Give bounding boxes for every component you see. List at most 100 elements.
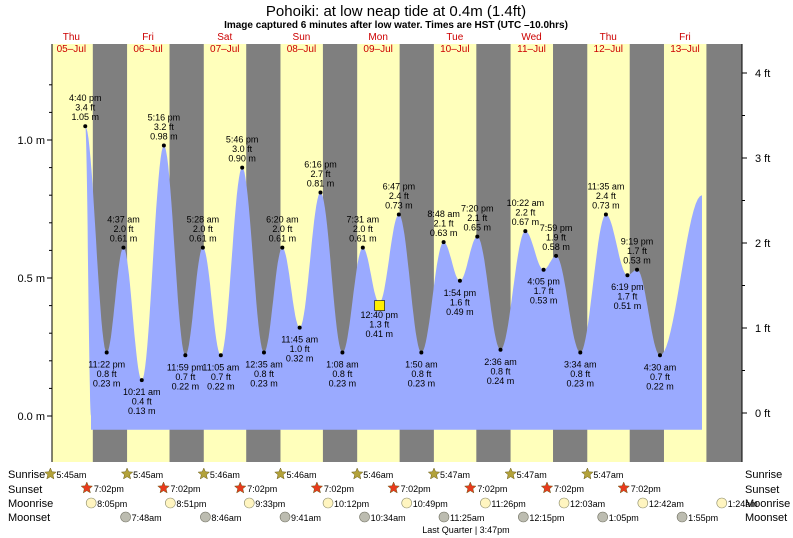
moonrise-icon: [165, 497, 176, 509]
chart-title: Pohoiki: at low neap tide at 0.4m (1.4ft…: [266, 3, 526, 20]
tide-label-mlabel: 0.13 m: [128, 406, 156, 416]
daylight-band: [52, 44, 93, 462]
tide-point: [523, 229, 528, 234]
tide-point: [218, 353, 223, 358]
sunrise-time: 5:46am: [363, 470, 393, 480]
tide-point: [441, 240, 446, 245]
moonrise-row-label-right: Moonrise: [745, 498, 790, 510]
sunset-time: 7:02pm: [171, 484, 201, 494]
tide-point: [261, 350, 266, 355]
tide-point: [200, 245, 205, 250]
tide-label-ft: 2.4 ft: [389, 191, 410, 201]
moonset-row-label-right: Moonset: [745, 512, 787, 524]
tide-area: [85, 126, 703, 430]
tide-label-ft: 2.0 ft: [272, 224, 293, 234]
moonset-icon: [200, 511, 211, 523]
sunset-row-label-left: Sunset: [8, 484, 42, 496]
left-axis-tick-label: 1.0 m: [17, 135, 45, 147]
moonrise-time: 10:12pm: [334, 499, 369, 509]
moonrise-time: 8:05pm: [97, 499, 127, 509]
tide-label-mlabel: 0.67 m: [512, 217, 540, 227]
left-axis-tick-label: 0.5 m: [17, 273, 45, 285]
sunrise-icon: [350, 467, 364, 480]
tide-point: [396, 212, 401, 217]
tide-label-mlabel: 0.73 m: [592, 201, 620, 211]
right-axis-tick-label: 4 ft: [755, 68, 770, 80]
tide-label-mlabel: 0.90 m: [228, 154, 256, 164]
sunrise-time: 5:45am: [133, 470, 163, 480]
tide-point: [340, 350, 345, 355]
sun-moon-events: 5:45am 5:45am 5:46am 5:46am 5:46am 5:47am 5:47…: [44, 467, 758, 523]
moonrise-time: 12:03am: [570, 499, 605, 509]
tide-point: [360, 245, 365, 250]
sunrise-icon: [197, 467, 211, 480]
right-axis-tick-label: 0 ft: [755, 408, 770, 420]
tide-label-ft: 0.8 ft: [97, 369, 118, 379]
tide-label-time: 11:45 am: [281, 335, 318, 345]
sunset-time: 7:02pm: [247, 484, 277, 494]
tide-point: [104, 350, 109, 355]
tide-point: [121, 245, 126, 250]
tide-label-mlabel: 0.61 m: [349, 234, 377, 244]
tide-point: [498, 347, 503, 352]
tide-label-mlabel: 0.23 m: [250, 379, 278, 389]
day-date-label: 08–Jul: [287, 44, 316, 55]
moonset-icon: [359, 511, 370, 523]
sunrise-time: 5:47am: [517, 470, 547, 480]
tide-label-mlabel: 0.65 m: [464, 223, 492, 233]
tide-label-time: 11:59 pm: [167, 362, 204, 372]
tide-label-ft: 1.3 ft: [369, 319, 390, 329]
tide-label-ft: 1.6 ft: [450, 297, 471, 307]
sunrise-icon: [44, 467, 57, 480]
moonrise-icon: [716, 497, 728, 509]
tide-label-time: 5:28 am: [187, 215, 220, 225]
day-date-label: 07–Jul: [210, 44, 239, 55]
sunset-time: 7:02pm: [324, 484, 354, 494]
sunrise-row-label-right: Sunrise: [745, 469, 782, 481]
tide-label-ft: 1.9 ft: [546, 232, 567, 242]
tide-point: [297, 325, 302, 330]
tide-label-time: 10:21 am: [123, 387, 161, 397]
right-axis-tick-label: 3 ft: [755, 153, 770, 165]
moonset-time: 11:25am: [450, 513, 484, 523]
tide-label-mlabel: 0.23 m: [93, 379, 121, 389]
day-date-label: 10–Jul: [440, 44, 469, 55]
tide-label-ft: 2.7 ft: [310, 169, 331, 179]
tide-label-mlabel: 0.81 m: [307, 178, 335, 188]
tide-label-time: 12:40 pm: [361, 310, 399, 320]
tide-label-mlabel: 0.51 m: [614, 301, 642, 311]
tide-label-ft: 2.0 ft: [193, 224, 214, 234]
tide-label-time: 6:16 pm: [304, 159, 337, 169]
moonset-icon: [120, 511, 131, 523]
tide-label-mlabel: 0.58 m: [542, 242, 570, 252]
moonrise-icon: [401, 497, 413, 509]
tide-label-ft: 1.7 ft: [627, 246, 648, 256]
tide-label-time: 6:47 pm: [383, 182, 416, 192]
tide-label-mlabel: 1.05 m: [72, 112, 100, 122]
tide-label-ft: 0.8 ft: [411, 369, 432, 379]
tide-label-time: 9:19 pm: [621, 237, 654, 247]
day-date-label: 13–Jul: [670, 44, 699, 55]
tide-label-time: 11:22 pm: [88, 360, 125, 370]
sunrise-time: 5:47am: [440, 470, 470, 480]
tide-point: [625, 273, 630, 278]
moonrise-icon: [558, 497, 570, 509]
tide-label-mlabel: 0.23 m: [408, 379, 436, 389]
moonset-time: 1:05pm: [609, 513, 639, 523]
moonset-icon: [676, 511, 688, 523]
tide-label-time: 6:19 pm: [611, 282, 644, 292]
tide-label-ft: 0.4 ft: [132, 397, 153, 407]
tide-label-time: 7:31 am: [347, 215, 380, 225]
tide-label-ft: 2.2 ft: [515, 208, 536, 218]
tide-label-mlabel: 0.22 m: [207, 381, 235, 391]
sunrise-icon: [274, 467, 287, 480]
tide-label-time: 10:22 am: [507, 198, 545, 208]
chart-subtitle: Image captured 6 minutes after low water…: [224, 20, 568, 31]
tide-point: [635, 267, 640, 272]
sunrise-icon: [504, 467, 518, 480]
day-date-label: 09–Jul: [363, 44, 392, 55]
day-name-label: Sun: [293, 32, 311, 43]
sunrise-time: 5:46am: [210, 470, 240, 480]
tide-label-ft: 2.0 ft: [113, 224, 134, 234]
